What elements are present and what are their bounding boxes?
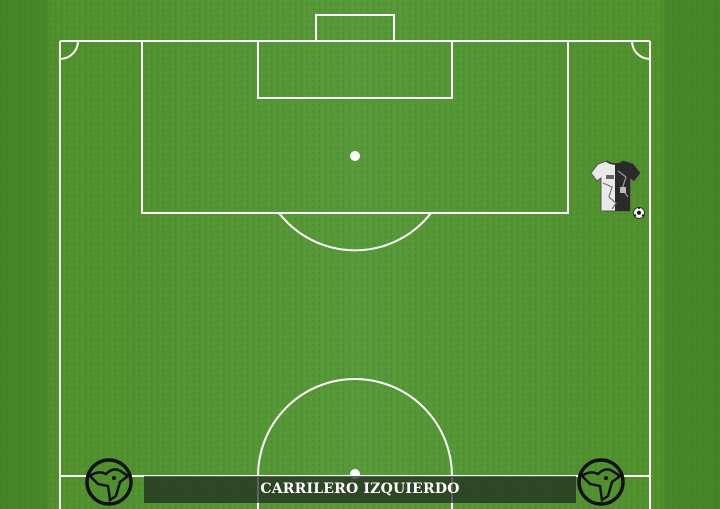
- outer-strip-left: [0, 0, 48, 509]
- penalty-spot: [350, 151, 360, 161]
- position-label: CARRILERO IZQUIERDO: [144, 476, 576, 503]
- corner-arc-right: [631, 40, 651, 60]
- soccer-ball-icon[interactable]: [633, 207, 645, 219]
- penalty-arc: [278, 212, 432, 252]
- center-circle: [257, 378, 453, 509]
- goal-frame: [315, 14, 395, 41]
- goal-area: [257, 41, 453, 99]
- corner-arc-left: [59, 40, 79, 60]
- club-crest-icon: [577, 458, 625, 506]
- jersey-icon[interactable]: [590, 157, 640, 213]
- penalty-area: [141, 41, 569, 214]
- outer-strip-right: [664, 0, 720, 509]
- club-crest-icon: [85, 458, 133, 506]
